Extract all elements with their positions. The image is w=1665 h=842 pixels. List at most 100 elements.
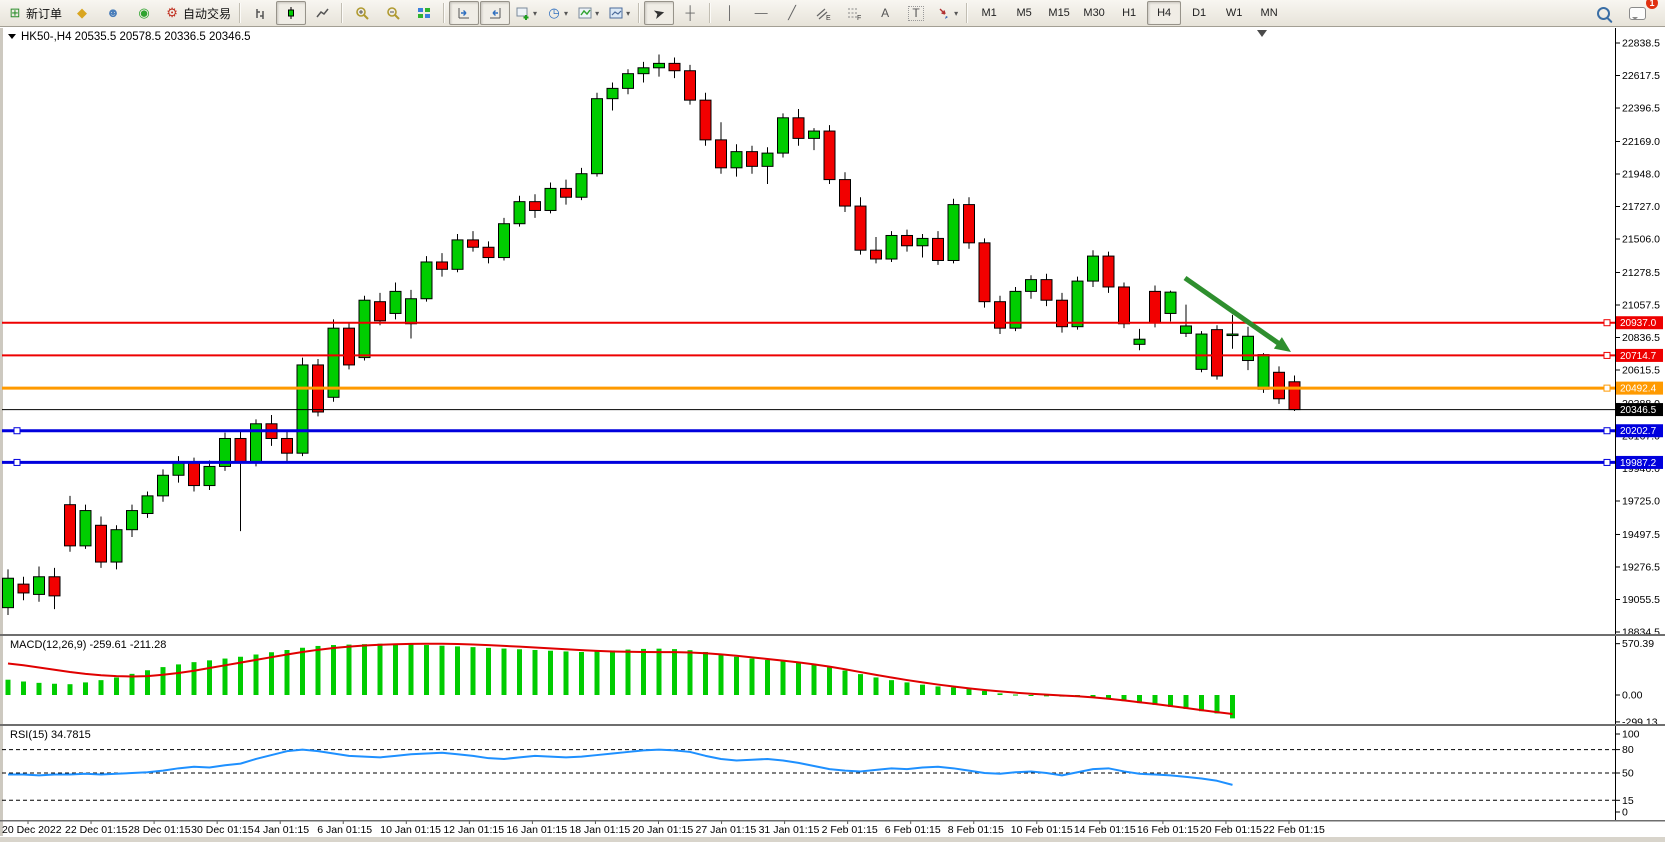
zoom-in-button[interactable] (347, 1, 377, 25)
candle-chart-mode-button[interactable] (276, 1, 307, 25)
timeframe-M30[interactable]: M30 (1083, 7, 1105, 19)
styler-button[interactable]: ◆ (67, 1, 97, 25)
candle (513, 201, 526, 225)
macd-bar (594, 651, 600, 695)
chat-button[interactable]: 1 (1622, 0, 1658, 25)
candle (327, 327, 340, 398)
timeframe-M5[interactable]: M5 (1016, 7, 1032, 19)
candle (854, 205, 867, 251)
zoom-in-icon (354, 5, 370, 21)
price-tick-label: 22838.5 (1622, 38, 1660, 50)
price-badge (1616, 316, 1663, 330)
timeframe-M15[interactable]: M15 (1048, 7, 1070, 19)
channel-button[interactable]: E (808, 1, 838, 25)
fibonacci-button[interactable]: F (839, 1, 869, 25)
candle (1164, 291, 1177, 314)
text-label-button[interactable]: T (901, 1, 931, 25)
trendline-button[interactable]: ╱ (777, 1, 807, 25)
rsi-tick-label: 80 (1622, 744, 1634, 756)
candle (1009, 290, 1022, 329)
macd-bar (67, 684, 73, 695)
bottom-strip (0, 837, 1665, 842)
macd-bar (129, 673, 135, 695)
chart-shift-button[interactable] (449, 1, 480, 25)
macd-tick-label: 570.39 (1622, 638, 1654, 650)
cursor-button[interactable]: ➤ (644, 1, 675, 25)
new-order-icon: ⊞ (9, 5, 21, 20)
templates-button[interactable]: ▾ (604, 1, 634, 25)
new-order-label: 新订单 (26, 6, 63, 21)
vertical-line-button[interactable]: │ (715, 1, 745, 25)
profile-button[interactable]: ☻ (98, 1, 128, 25)
candle (79, 510, 92, 547)
signals-button[interactable]: ◉ (129, 1, 159, 25)
zoom-out-button[interactable] (378, 1, 408, 25)
candle (715, 139, 727, 169)
macd-bar (501, 648, 507, 695)
timeframe-MN[interactable]: MN (1260, 7, 1278, 19)
candle (498, 223, 510, 259)
date-tick-label: 10 Jan 01:15 (380, 824, 441, 836)
new-order-button[interactable]: ⊞ 新订单 (3, 1, 66, 25)
equidistant-channel-icon: E (815, 5, 831, 21)
candle (1180, 325, 1192, 334)
pane-separator (0, 820, 1665, 822)
vertical-line-icon: │ (726, 5, 735, 20)
line-chart-mode-button[interactable] (307, 1, 337, 25)
macd-bar (858, 674, 863, 695)
date-tick-label: 16 Feb 01:15 (1137, 824, 1199, 836)
price-badge (1616, 455, 1663, 469)
macd-bar (253, 654, 259, 695)
timeframe-M1[interactable]: M1 (981, 7, 997, 19)
macd-bar (532, 650, 538, 695)
candle (1025, 279, 1037, 292)
macd-bar (997, 693, 1003, 695)
horizontal-line-button[interactable]: — (746, 1, 776, 25)
macd-bar (83, 682, 88, 695)
crosshair-button[interactable]: ┼ (675, 1, 705, 25)
chart-canvas[interactable]: HK50-,H4 20535.5 20578.5 20336.5 20346.5… (0, 28, 1665, 842)
clock-icon: ◷ (548, 5, 560, 20)
autotrade-button[interactable]: ⚙ 自动交易 (160, 1, 235, 25)
candle (761, 152, 774, 167)
timeframe-H1[interactable]: H1 (1122, 7, 1137, 19)
rsi-tick-label: 50 (1622, 768, 1634, 780)
tile-windows-button[interactable] (409, 1, 439, 25)
candles (2, 54, 1301, 616)
timeframe-H4[interactable]: H4 (1147, 1, 1182, 25)
rsi-pane: RSI(15) 34.7815 (2, 729, 1615, 801)
svg-text:F: F (857, 15, 861, 21)
time-axis: 20 Dec 2022 22 Dec 01:15 28 Dec 01:15 30 De… (2, 820, 1325, 836)
new-chart-button[interactable]: ▾ (511, 1, 541, 25)
date-tick-label: 2 Feb 01:15 (822, 824, 878, 836)
arrows-button[interactable]: ▾ (932, 1, 962, 25)
symbol-collapse-icon (8, 34, 16, 39)
candlestick-icon (283, 5, 299, 21)
bar-chart-icon (252, 5, 268, 21)
chevron-down-icon: ▾ (626, 8, 631, 18)
macd-bar (269, 652, 274, 695)
candle (932, 237, 944, 261)
macd-bar (687, 650, 693, 695)
indicators-button[interactable]: ▾ (573, 1, 603, 25)
templates-icon (608, 5, 624, 21)
pane-separator (0, 724, 1665, 726)
candle (1273, 371, 1285, 400)
bar-chart-mode-button[interactable] (245, 1, 275, 25)
candle (1087, 255, 1099, 282)
timeframe-W1[interactable]: W1 (1225, 7, 1243, 19)
fibonacci-icon: F (846, 5, 862, 21)
timeframe-D1[interactable]: D1 (1192, 7, 1207, 19)
search-button[interactable] (1588, 1, 1618, 25)
candle (529, 201, 541, 211)
date-tick-label: 6 Feb 01:15 (885, 824, 941, 836)
auto-scroll-button[interactable] (480, 1, 511, 25)
crosshair-icon: ┼ (685, 5, 695, 20)
candle (188, 461, 200, 487)
candle (994, 301, 1006, 329)
date-tick-label: 28 Dec 01:15 (128, 824, 191, 836)
autotrade-icon: ⚙ (166, 5, 178, 20)
text-button[interactable]: A (870, 1, 900, 25)
date-tick-label: 20 Jan 01:15 (633, 824, 694, 836)
period-button[interactable]: ◷ ▾ (542, 1, 572, 25)
